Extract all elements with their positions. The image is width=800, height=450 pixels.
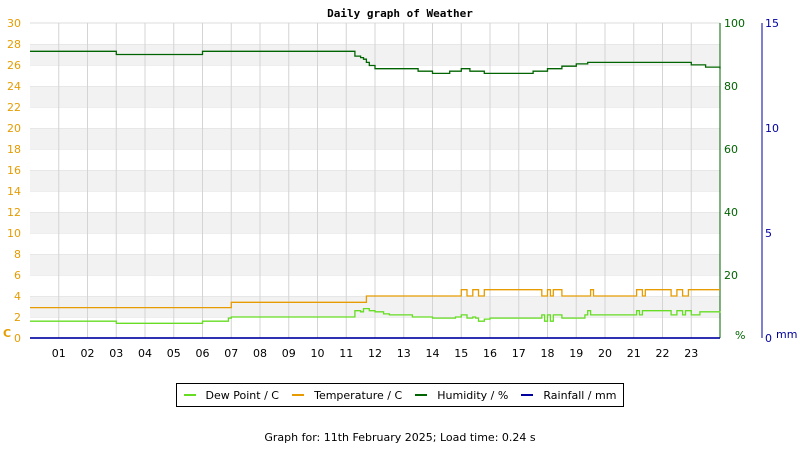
y-left-tick-label: 22 [7, 101, 21, 114]
y-left-tick-label: 26 [7, 59, 21, 72]
legend-swatch-humidity [415, 394, 428, 396]
chart-svg: Daily graph of Weather 01 02 03 04 05 06 07 08 0… [3, 7, 797, 360]
x-tick-label: 11 [339, 347, 353, 360]
legend-item-humidity: Humidity / % [415, 389, 508, 402]
y-left-tick-label: 14 [7, 185, 21, 198]
x-tick-label: 06 [196, 347, 210, 360]
series-line-humidity [30, 50, 721, 75]
x-tick-label: 02 [81, 347, 95, 360]
vertical-gridlines [58, 23, 692, 338]
y-right-rainfall-tick-label: 10 [765, 122, 779, 135]
y-left-tick-label: 6 [14, 269, 21, 282]
y-left-tick-label: 16 [7, 164, 21, 177]
legend: Dew Point / C Temperature / C Humidity /… [176, 383, 624, 407]
x-tick-label: 04 [138, 347, 152, 360]
x-tick-label: 12 [368, 347, 382, 360]
y-left-tick-label: 10 [7, 227, 21, 240]
series-line-temperature [30, 289, 720, 309]
x-tick-label: 15 [454, 347, 468, 360]
x-tick-label: 21 [627, 347, 641, 360]
legend-swatch-dew-point [183, 394, 196, 396]
x-tick-label: 05 [167, 347, 181, 360]
series-line-dew-point [30, 307, 721, 324]
legend-swatch-rainfall [521, 394, 534, 396]
x-tick-label: 07 [224, 347, 238, 360]
y-left-tick-label: 12 [7, 206, 21, 219]
y-left-tick-label: 28 [7, 38, 21, 51]
x-tick-label: 20 [598, 347, 612, 360]
y-left-tick-label: 2 [14, 311, 21, 324]
legend-item-rainfall: Rainfall / mm [521, 389, 616, 402]
y-left-tick-label: 0 [14, 332, 21, 345]
y-left-tick-label: 30 [7, 17, 21, 30]
y-left-tick-label: 24 [7, 80, 21, 93]
y-right-humidity-tick-label: 100 [724, 17, 745, 30]
x-tick-label: 16 [483, 347, 497, 360]
footer-info: Graph for: 11th February 2025; Load time… [264, 431, 536, 444]
tick-labels: 01 02 03 04 05 06 07 08 09 10 11 12 13 14 15 16 17 18 19 20… [3, 17, 797, 360]
x-tick-label: 13 [397, 347, 411, 360]
legend-swatch-temperature [292, 394, 305, 396]
x-tick-label: 01 [52, 347, 66, 360]
y-right-humidity-unit-label: % [735, 329, 745, 342]
x-tick-label: 22 [656, 347, 670, 360]
y-left-tick-label: 4 [14, 290, 21, 303]
y-right-rainfall-tick-label: 5 [765, 227, 772, 240]
x-tick-label: 18 [541, 347, 555, 360]
y-right-rainfall-unit-label: mm [776, 328, 797, 341]
y-left-unit-label: C [3, 327, 11, 340]
legend-item-temperature: Temperature / C [292, 389, 402, 402]
legend-label-temperature: Temperature / C [314, 388, 403, 402]
y-left-tick-label: 18 [7, 143, 21, 156]
legend-label-rainfall: Rainfall / mm [543, 388, 617, 402]
chart-title: Daily graph of Weather [327, 7, 473, 20]
x-tick-label: 03 [109, 347, 123, 360]
legend-label-humidity: Humidity / % [437, 388, 509, 402]
y-left-tick-label: 8 [14, 248, 21, 261]
y-right-rainfall-tick-label: 15 [765, 17, 779, 30]
y-right-humidity-tick-label: 40 [724, 206, 738, 219]
x-tick-label: 08 [253, 347, 267, 360]
y-right-humidity-tick-label: 20 [724, 269, 738, 282]
y-right-humidity-tick-label: 80 [724, 80, 738, 93]
y-right-humidity-tick-label: 60 [724, 143, 738, 156]
series-layer [30, 50, 721, 339]
x-tick-label: 09 [282, 347, 296, 360]
y-right-rainfall-tick-label: 0 [765, 332, 772, 345]
x-tick-label: 23 [684, 347, 698, 360]
x-tick-label: 19 [569, 347, 583, 360]
legend-label-dew-point: Dew Point / C [205, 388, 279, 402]
y-left-tick-label: 20 [7, 122, 21, 135]
legend-item-dew-point: Dew Point / C [183, 388, 279, 402]
x-tick-label: 17 [512, 347, 526, 360]
x-tick-label: 10 [311, 347, 325, 360]
x-tick-label: 14 [426, 347, 440, 360]
